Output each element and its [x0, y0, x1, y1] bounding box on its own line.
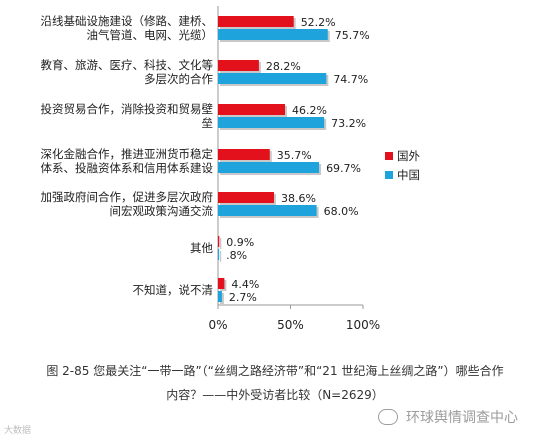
watermark-left: 大数据 [4, 426, 32, 436]
legend-label: 国外 [397, 149, 420, 163]
bar-china [218, 73, 327, 84]
category-label: 不知道，说不清 [133, 283, 214, 297]
legend-swatch [385, 171, 393, 179]
category-label: 垒 [202, 116, 214, 130]
data-label: 68.0% [324, 205, 359, 218]
category-label: 体系、投融资体系和信用体系建设 [41, 161, 214, 175]
figure-caption-line-2: 内容？——中外受访者比较（N=2629） [166, 388, 384, 402]
bar-shadow [220, 238, 222, 249]
category-label: 多层次的合作 [144, 72, 213, 86]
bar-china [218, 162, 320, 173]
category-label: 教育、旅游、医疗、科技、文化等 [41, 58, 214, 72]
data-label: 28.2% [266, 60, 301, 73]
chart: 0% 50% 100% 沿线基础设施建设（修路、建桥、油气管道、电网、光缆） 52.2%… [41, 6, 420, 332]
category-label: 沿线基础设施建设（修路、建桥、 [41, 14, 214, 28]
data-label: 38.6% [281, 192, 316, 205]
bar-foreign [218, 149, 270, 160]
bar-foreign [218, 236, 220, 247]
wechat-icon [378, 409, 398, 425]
bar-foreign [218, 60, 259, 71]
data-label: 46.2% [292, 104, 327, 117]
data-label: 52.2% [301, 16, 336, 29]
watermark-right: 环球舆情调查中心 [378, 407, 518, 427]
bar-foreign [218, 192, 274, 203]
watermark-right-text: 环球舆情调查中心 [406, 410, 518, 426]
category-label: 间宏观政策沟通交流 [110, 204, 214, 218]
category-label: 其他 [190, 241, 213, 255]
category-label: 深化金融合作，推进亚洲货币稳定 [41, 147, 214, 161]
data-label: 75.7% [335, 29, 370, 42]
data-label: 2.7% [229, 291, 257, 304]
bar-foreign [218, 104, 285, 115]
x-tick-label: 0% [208, 318, 227, 332]
bar-china [218, 117, 325, 128]
bar-china [218, 205, 317, 216]
data-label: 0.9% [226, 236, 254, 249]
data-label: 69.7% [326, 162, 361, 175]
bar-shadow [220, 293, 224, 304]
bar-shadow [220, 251, 222, 262]
bar-china [218, 291, 222, 302]
data-label: 73.2% [331, 117, 366, 130]
data-label: 4.4% [231, 278, 259, 291]
category-label: 加强政府间合作，促进多层次政府 [41, 190, 214, 204]
x-tick-label: 100% [346, 318, 380, 332]
x-tick-label: 50% [277, 318, 304, 332]
legend-swatch [385, 152, 393, 160]
bar-china [218, 249, 220, 260]
category-label: 油气管道、电网、光缆） [87, 28, 214, 42]
legend-label: 中国 [397, 168, 420, 182]
bar-foreign [218, 278, 225, 289]
figure-caption-line-1: 图 2-85 您最关注“一带一路”（“丝绸之路经济带”和“21 世纪海上丝绸之路… [46, 364, 504, 378]
bar-china [218, 29, 328, 40]
category-label: 投资贸易合作，消除投资和贸易壁 [41, 102, 214, 116]
data-label: 35.7% [277, 149, 312, 162]
data-label: 74.7% [333, 73, 368, 86]
bar-foreign [218, 16, 294, 27]
data-label: .8% [226, 249, 247, 262]
